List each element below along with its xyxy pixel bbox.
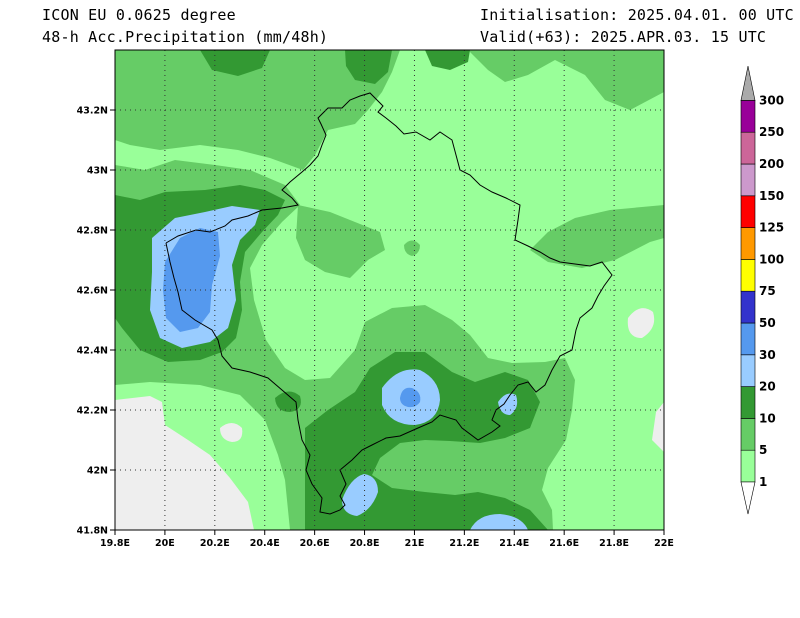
legend-level-label: 200 bbox=[759, 157, 784, 171]
axis-ticks: 19.8E 20E 20.2E 20.4E 20.6E 20.8E 21E 21.2E 21.4… bbox=[77, 106, 674, 550]
precip-5-10-spot bbox=[404, 240, 420, 256]
legend-level-label: 150 bbox=[759, 189, 784, 203]
lon-tick-label: 21.4E bbox=[499, 538, 529, 549]
graticule bbox=[115, 50, 664, 530]
precip-20-30-south bbox=[342, 474, 378, 516]
legend-swatch bbox=[740, 131, 756, 165]
legend-level-label: 300 bbox=[759, 93, 784, 107]
precip-10-20-nc bbox=[345, 50, 392, 84]
legend-swatch bbox=[740, 449, 756, 483]
precip-10-20-north bbox=[200, 50, 270, 76]
legend-under-triangle bbox=[740, 481, 756, 515]
precip-field-30-50 bbox=[163, 228, 421, 408]
lat-tick-label: 42.4N bbox=[77, 346, 108, 357]
lat-tick-label: 42.6N bbox=[77, 286, 108, 297]
color-legend: 1 5 10 20 30 50 75 100 125 150 200 250 300 bbox=[740, 65, 784, 515]
lat-tick-label: 42N bbox=[87, 466, 108, 477]
legend-swatch bbox=[740, 290, 756, 324]
legend-level-label: 20 bbox=[759, 380, 776, 394]
lon-tick-label: 22E bbox=[654, 538, 674, 549]
precip-5-10-east bbox=[530, 205, 664, 268]
lat-tick-label: 42.2N bbox=[77, 406, 108, 417]
model-title: ICON EU 0.0625 degree bbox=[42, 6, 236, 24]
legend-level-label: 125 bbox=[759, 221, 784, 235]
map-panel: 19.8E 20E 20.2E 20.4E 20.6E 20.8E 21E 21.2E 21.4… bbox=[77, 49, 674, 550]
legend-level-label: 75 bbox=[759, 284, 776, 298]
legend-swatch bbox=[740, 354, 756, 387]
country-border bbox=[165, 92, 613, 515]
legend-level-label: 5 bbox=[759, 443, 767, 457]
legend-swatch bbox=[740, 163, 756, 197]
lon-tick-label: 20.8E bbox=[350, 538, 380, 549]
lon-tick-label: 21.6E bbox=[549, 538, 579, 549]
lat-tick-label: 43.2N bbox=[77, 106, 108, 117]
legend-swatch bbox=[740, 259, 756, 292]
lon-tick-label: 21.8E bbox=[599, 538, 629, 549]
lat-tick-label: 41.8N bbox=[77, 526, 108, 537]
valid-time: Valid(+63): 2025.APR.03. 15 UTC bbox=[480, 28, 767, 46]
legend-level-label: 250 bbox=[759, 125, 784, 139]
legend-swatch bbox=[740, 322, 756, 356]
lat-tick-label: 43N bbox=[87, 166, 108, 177]
precip-20-30-se bbox=[470, 514, 528, 530]
legend-over-triangle bbox=[740, 65, 756, 101]
lon-tick-label: 20.2E bbox=[200, 538, 230, 549]
init-time: Initialisation: 2025.04.01. 00 UTC bbox=[480, 6, 794, 24]
precip-5-10-ne bbox=[468, 50, 664, 110]
legend-swatch bbox=[740, 100, 756, 133]
legend-swatch bbox=[740, 386, 756, 419]
precip-20-30-east bbox=[498, 393, 518, 415]
no-data-spot-e bbox=[627, 308, 655, 338]
lon-tick-label: 21E bbox=[405, 538, 425, 549]
legend-level-label: 50 bbox=[759, 316, 776, 330]
no-data-area-sw bbox=[115, 396, 254, 530]
lon-tick-label: 20E bbox=[155, 538, 175, 549]
precip-5-10-center bbox=[296, 205, 385, 278]
lat-tick-label: 42.8N bbox=[77, 226, 108, 237]
legend-level-label: 100 bbox=[759, 252, 784, 266]
legend-level-label: 30 bbox=[759, 348, 776, 362]
no-data-spot-s bbox=[220, 423, 243, 442]
precip-10-20-sw-spot bbox=[275, 391, 301, 412]
no-data-area-e bbox=[652, 402, 664, 452]
precip-5-10-north bbox=[115, 50, 400, 170]
lon-tick-label: 21.2E bbox=[449, 538, 479, 549]
legend-swatch bbox=[740, 418, 756, 451]
precip-10-20-ne bbox=[425, 50, 470, 70]
field-title: 48-h Acc.Precipitation (mm/48h) bbox=[42, 28, 329, 46]
legend-level-label: 10 bbox=[759, 411, 776, 425]
precip-30-50-west bbox=[163, 228, 220, 332]
legend-swatch bbox=[740, 195, 756, 228]
lon-tick-label: 20.6E bbox=[300, 538, 330, 549]
lon-tick-label: 20.4E bbox=[250, 538, 280, 549]
precip-30-50-center bbox=[400, 387, 421, 408]
lon-tick-label: 19.8E bbox=[100, 538, 130, 549]
legend-level-label: 1 bbox=[759, 475, 767, 489]
legend-swatch bbox=[740, 227, 756, 260]
